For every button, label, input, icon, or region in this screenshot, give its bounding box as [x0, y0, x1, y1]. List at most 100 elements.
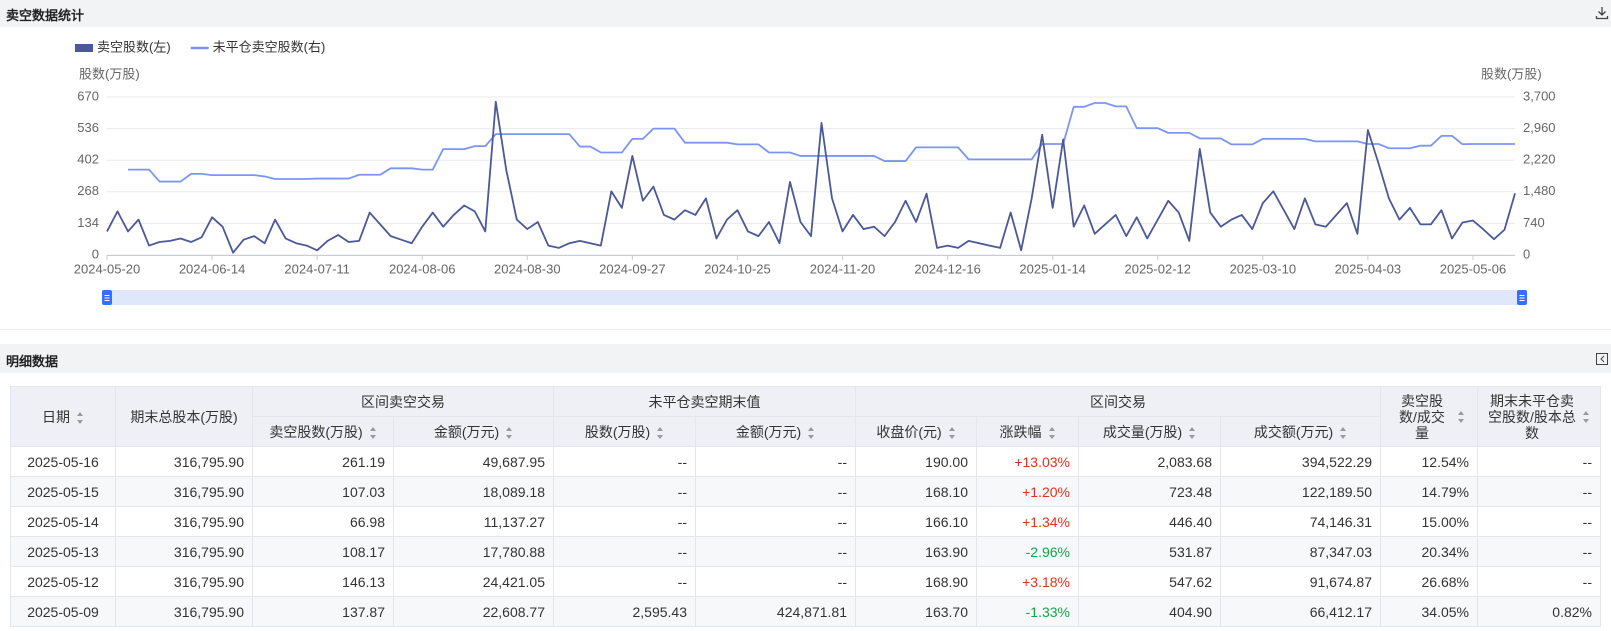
column-header[interactable]: 卖空股数/成交量: [1380, 386, 1478, 447]
column-header[interactable]: 成交量(万股): [1078, 416, 1221, 447]
table-cell: --: [1477, 476, 1601, 507]
table-cell: 87,347.03: [1220, 536, 1381, 567]
divider: [0, 329, 1611, 330]
x-tick-label: 2025-01-14: [1019, 261, 1086, 276]
y-tick-label: 0: [92, 246, 99, 261]
y-tick-label: 402: [77, 152, 99, 167]
header-text: 收盘价(元): [876, 423, 942, 440]
table-cell: 316,795.90: [115, 596, 253, 627]
table-cell: 107.03: [252, 476, 394, 507]
table-cell: 424,871.81: [695, 596, 856, 627]
x-tick-label: 2025-05-06: [1440, 261, 1507, 276]
table-cell: 2025-05-14: [10, 506, 116, 537]
table-row: 2025-05-16 316,795.90 261.19 49,687.95 -- -- 1…: [10, 446, 1601, 477]
section-title: 明细数据: [6, 354, 59, 369]
table-cell: 17,780.88: [393, 536, 554, 567]
table-cell: 394,522.29: [1220, 446, 1381, 477]
y-tick-label: 268: [77, 183, 99, 198]
x-tick-label: 2024-12-16: [914, 261, 981, 276]
table-cell: --: [695, 476, 856, 507]
table-cell: 190.00: [855, 446, 977, 477]
table-cell: 168.10: [855, 476, 977, 507]
table-cell: 22,608.77: [393, 596, 554, 627]
section-title: 卖空数据统计: [6, 8, 85, 23]
slider-track: [106, 290, 1523, 305]
table-cell: 404.90: [1078, 596, 1221, 627]
table-cell: 66.98: [252, 506, 394, 537]
table-cell: -1.33%: [976, 596, 1079, 627]
table-cell: 26.68%: [1380, 566, 1478, 597]
x-tick-label: 2024-10-25: [704, 261, 771, 276]
column-header[interactable]: 收盘价(元): [855, 416, 977, 447]
table-cell: 15.00%: [1380, 506, 1478, 537]
table-cell: 2025-05-16: [10, 446, 116, 477]
y-axis-label: 股数(万股): [79, 66, 140, 81]
column-header[interactable]: 日期: [10, 386, 116, 447]
table-cell: 446.40: [1078, 506, 1221, 537]
table-cell: 137.87: [252, 596, 394, 627]
table-cell: 91,674.87: [1220, 566, 1381, 597]
table-cell: 2025-05-15: [10, 476, 116, 507]
table-cell: 316,795.90: [115, 536, 253, 567]
column-header[interactable]: 卖空股数(万股): [252, 416, 394, 447]
table-cell: -2.96%: [976, 536, 1079, 567]
column-header[interactable]: 成交额(万元): [1220, 416, 1381, 447]
table-row: 2025-05-12 316,795.90 146.13 24,421.05 -- -- 1…: [10, 566, 1601, 597]
legend-label: 未平仓卖空股数(右): [213, 39, 326, 54]
table-cell: 2025-05-12: [10, 566, 116, 597]
table-cell: 316,795.90: [115, 446, 253, 477]
x-tick-label: 2024-09-27: [599, 261, 666, 276]
column-header[interactable]: 涨跌幅: [976, 416, 1079, 447]
y2-tick-label: 2,960: [1523, 120, 1556, 135]
table-cell: 20.34%: [1380, 536, 1478, 567]
zoom-slider[interactable]: [102, 290, 1527, 305]
table-cell: 2025-05-13: [10, 536, 116, 567]
table-cell: 74,146.31: [1220, 506, 1381, 537]
table-cell: 163.70: [855, 596, 977, 627]
legend-item[interactable]: 卖空股数(左): [75, 39, 171, 54]
table-row: 2025-05-13 316,795.90 108.17 17,780.88 -- -- 1…: [10, 536, 1601, 567]
section-header: 卖空数据统计: [0, 0, 1611, 27]
table-cell: 11,137.27: [393, 506, 554, 537]
column-header[interactable]: 股数(万股): [553, 416, 696, 447]
legend-item[interactable]: 未平仓卖空股数(右): [190, 39, 326, 54]
table-cell: --: [553, 506, 696, 537]
x-tick-label: 2024-05-20: [74, 261, 141, 276]
x-tick-label: 2025-04-03: [1335, 261, 1402, 276]
table-cell: --: [695, 446, 856, 477]
y2-tick-label: 740: [1523, 215, 1545, 230]
y2-tick-label: 1,480: [1523, 183, 1556, 198]
table-cell: 316,795.90: [115, 476, 253, 507]
column-header[interactable]: 金额(万元): [393, 416, 554, 447]
section-header: 明细数据: [0, 344, 1611, 373]
table-cell: +1.20%: [976, 476, 1079, 507]
download-icon[interactable]: [1595, 6, 1609, 20]
table-cell: 2025-05-09: [10, 596, 116, 627]
table-cell: --: [1477, 506, 1601, 537]
header-text: 卖空股数/成交量: [1399, 392, 1445, 441]
column-header[interactable]: 金额(万元): [695, 416, 856, 447]
x-tick-label: 2024-11-20: [810, 261, 876, 276]
y-tick-label: 134: [77, 215, 99, 230]
x-tick-label: 2025-03-10: [1230, 261, 1297, 276]
table-cell: 316,795.90: [115, 506, 253, 537]
column-header: 期末总股本(万股): [115, 386, 253, 447]
table-cell: 261.19: [252, 446, 394, 477]
table-cell: 723.48: [1078, 476, 1221, 507]
header-text: 期末未平仓卖空股数/股本总数: [1488, 392, 1576, 441]
header-text: 期末总股本(万股): [130, 408, 238, 425]
header-text: 区间交易: [1090, 393, 1146, 410]
column-header[interactable]: 期末未平仓卖空股数/股本总数: [1477, 386, 1601, 447]
table-cell: 66,412.17: [1220, 596, 1381, 627]
table-cell: --: [1477, 566, 1601, 597]
collapse-icon[interactable]: [1595, 352, 1609, 366]
table-cell: 163.90: [855, 536, 977, 567]
legend-label: 卖空股数(左): [97, 39, 171, 54]
header-text: 成交额(万元): [1253, 423, 1334, 440]
table-cell: --: [695, 506, 856, 537]
y-tick-label: 536: [77, 120, 99, 135]
header-text: 金额(万元): [433, 423, 500, 440]
header-text: 卖空股数(万股): [269, 423, 363, 440]
table-cell: +13.03%: [976, 446, 1079, 477]
